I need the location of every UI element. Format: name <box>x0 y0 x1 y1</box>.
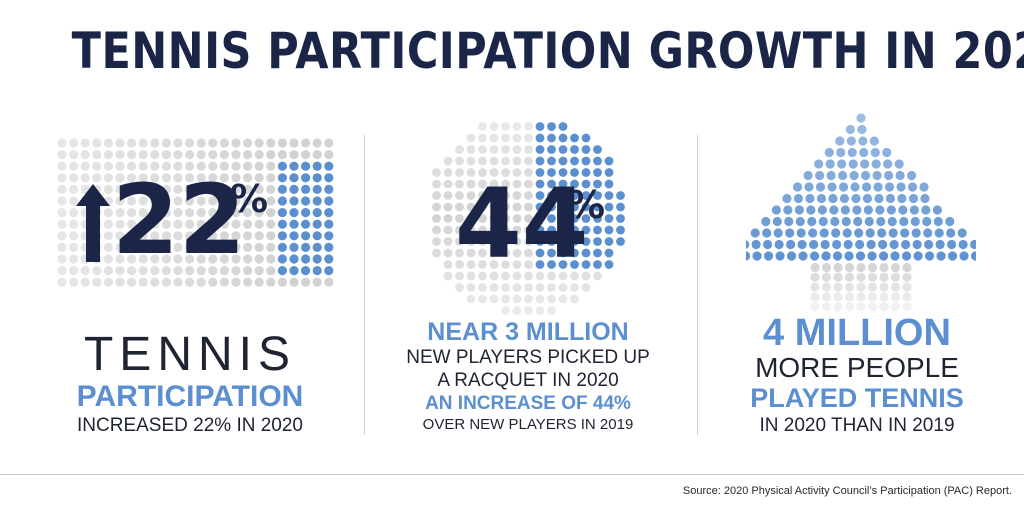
footer-rule <box>0 474 1024 475</box>
stat-22: 22 <box>112 164 246 276</box>
source-citation: Source: 2020 Physical Activity Council’s… <box>682 485 1012 497</box>
panel3-line1: 4 MILLION <box>763 312 951 354</box>
panel2-line3: A RACQUET IN 2020 <box>437 370 619 391</box>
panel1-line3: INCREASED 22% IN 2020 <box>77 415 303 436</box>
panel3-line2: MORE PEOPLE <box>755 352 959 383</box>
panel2-line1: NEAR 3 MILLION <box>427 318 629 346</box>
up-arrow-icon <box>76 184 110 262</box>
dot-grid-graphic <box>57 138 334 287</box>
panel3-line3: PLAYED TENNIS <box>750 383 964 413</box>
panel2-line5: OVER NEW PLAYERS IN 2019 <box>422 416 634 433</box>
divider-right <box>697 135 698 435</box>
panel1-line2: PARTICIPATION <box>76 380 304 413</box>
dot-arrow-graphic <box>746 113 976 312</box>
stat-22-percent: % <box>230 177 269 221</box>
panel3-line4: IN 2020 THAN IN 2019 <box>759 415 955 436</box>
panel2-line4: AN INCREASE OF 44% <box>425 393 631 414</box>
panel2-line2: NEW PLAYERS PICKED UP <box>406 347 650 368</box>
divider-left <box>364 135 365 435</box>
dot-circle-graphic <box>432 122 625 315</box>
panel1-line1: TENNIS <box>83 328 296 381</box>
stat-44: 44 <box>455 168 589 280</box>
stat-44-percent: % <box>567 183 606 227</box>
page-title: TENNIS PARTICIPATION GROWTH IN 2020 <box>71 22 1024 80</box>
